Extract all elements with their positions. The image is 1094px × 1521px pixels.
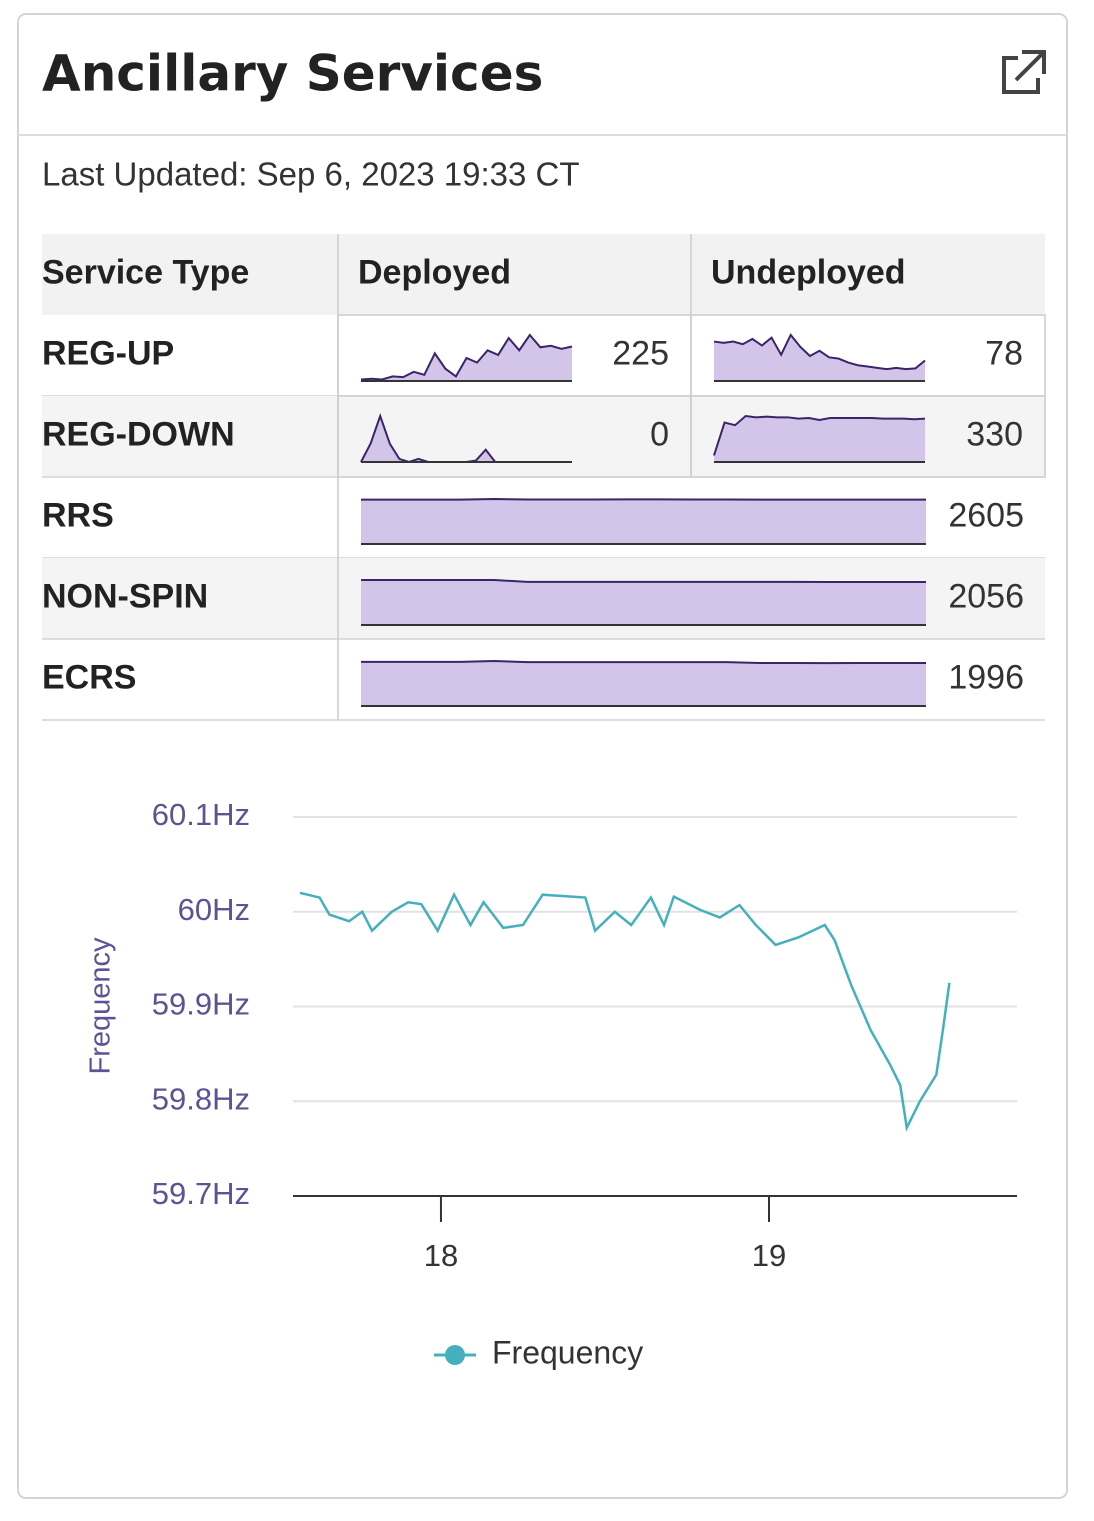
last-updated: Last Updated: Sep 6, 2023 19:33 CT bbox=[42, 156, 580, 193]
header-cell: Undeployed bbox=[711, 253, 906, 291]
sparkline bbox=[713, 333, 926, 371]
header-row bbox=[42, 234, 1045, 315]
y-tick-label: 59.9Hz bbox=[152, 987, 250, 1022]
x-tick-label: 18 bbox=[424, 1238, 458, 1273]
sparkline bbox=[361, 497, 926, 501]
card bbox=[17, 13, 1068, 1499]
deployed-value: 225 bbox=[612, 334, 669, 372]
sparkline bbox=[361, 579, 926, 583]
sparkline-area bbox=[361, 499, 926, 544]
external-link-icon[interactable] bbox=[1002, 50, 1046, 94]
total-value: 2605 bbox=[948, 496, 1024, 534]
y-tick-label: 59.8Hz bbox=[152, 1081, 250, 1116]
y-tick-label: 60.1Hz bbox=[152, 797, 250, 832]
legend-marker bbox=[445, 1345, 465, 1365]
title: Ancillary Services bbox=[42, 45, 543, 103]
legend-label: Frequency bbox=[492, 1334, 643, 1370]
sparkline bbox=[360, 333, 573, 381]
y-axis-label: Frequency bbox=[85, 937, 117, 1075]
sparkline-area bbox=[361, 661, 926, 706]
total-value: 1996 bbox=[948, 658, 1024, 696]
sparkline bbox=[713, 414, 926, 456]
frequency-line bbox=[299, 891, 951, 1132]
deployed-value: 0 bbox=[650, 415, 669, 453]
service-name: RRS bbox=[42, 496, 114, 534]
service-name: REG-DOWN bbox=[42, 415, 235, 453]
y-tick-label: 59.7Hz bbox=[152, 1176, 250, 1211]
sparkline-area bbox=[361, 416, 572, 462]
service-name: REG-UP bbox=[42, 334, 174, 372]
x-tick-label: 19 bbox=[752, 1238, 786, 1273]
header-cell: Service Type bbox=[42, 253, 249, 291]
sparkline-area bbox=[714, 416, 925, 462]
sparkline-area bbox=[714, 335, 925, 381]
sparkline bbox=[361, 659, 926, 665]
frequency-chart: 59.7Hz 59.8Hz 59.9Hz 60Hz 60.1Hz 18 19 Frequenc… bbox=[85, 797, 1017, 1370]
total-value: 2056 bbox=[948, 577, 1024, 615]
sparkline-area bbox=[361, 580, 926, 625]
y-tick-label: 60Hz bbox=[178, 892, 250, 927]
service-name: NON-SPIN bbox=[42, 577, 208, 615]
undeployed-value: 330 bbox=[966, 415, 1023, 453]
undeployed-value: 78 bbox=[985, 334, 1023, 372]
header-cell: Deployed bbox=[358, 253, 511, 291]
table: Service Type Deployed Undeployed REG-UP 225 7… bbox=[42, 234, 1046, 721]
service-name: ECRS bbox=[42, 658, 136, 696]
